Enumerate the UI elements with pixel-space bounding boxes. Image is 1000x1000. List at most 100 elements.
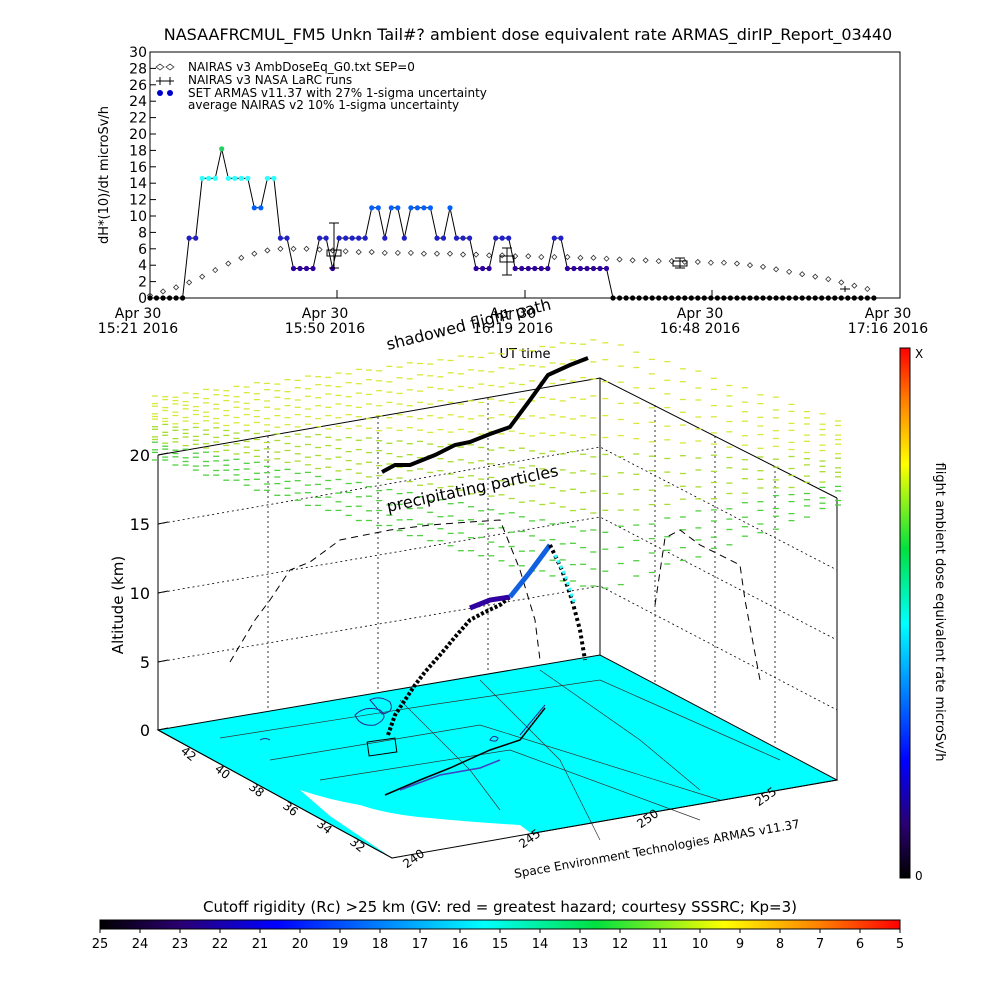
ocean-area	[300, 790, 540, 858]
top-y-tick-label: 0	[138, 291, 147, 307]
armas-point	[245, 175, 251, 181]
altitude-tick	[157, 452, 169, 456]
top-y-tick-label: 4	[138, 258, 147, 274]
nairas-point	[707, 259, 714, 266]
nairas-point	[825, 276, 832, 283]
nairas-point	[538, 253, 545, 261]
nairas-point	[407, 249, 414, 256]
altitude-axis-label: Altitude (km)	[109, 556, 127, 654]
flight-descent	[548, 544, 587, 661]
flight-descent-colored	[553, 554, 577, 606]
armas-point	[812, 295, 818, 301]
nairas-point	[459, 251, 467, 258]
map-surface	[156, 654, 839, 859]
top-x-tick-time: 15:50 2016	[285, 321, 366, 337]
bottom-tick-label: 10	[692, 937, 709, 952]
top-x-tick-time: 16:19 2016	[473, 321, 554, 337]
bottom-color-bar-gradient	[99, 919, 901, 930]
armas-point	[486, 265, 492, 272]
nairas-point	[564, 253, 571, 261]
shadowed-flight-path	[381, 356, 589, 474]
top-x-tick-date: Apr 30	[490, 306, 536, 322]
wall-projections	[229, 519, 761, 681]
armas-point	[160, 295, 166, 301]
top-y-axis-label: dH*(10)/dt microSv/h	[97, 106, 112, 244]
armas-point	[310, 265, 316, 272]
bottom-tick-label: 12	[612, 937, 629, 952]
armas-point	[460, 235, 466, 241]
right-color-bar-top-label: X	[915, 347, 923, 361]
nairas-point	[799, 271, 806, 278]
armas-point	[584, 265, 590, 272]
nairas-point	[173, 284, 180, 291]
armas-point	[349, 235, 355, 241]
bottom-tick-label: 16	[452, 937, 469, 952]
nairas-v2-error-bars	[326, 222, 850, 292]
armas-point	[467, 235, 473, 241]
armas-point	[480, 265, 486, 272]
armas-point	[303, 265, 310, 272]
legend-label-0: NAIRAS v3 AmbDoseEq_G0.txt SEP=0	[188, 60, 415, 74]
armas-point	[193, 235, 199, 241]
armas-point	[695, 295, 701, 301]
bottom-tick-label: 24	[132, 937, 149, 952]
armas-point	[532, 265, 538, 272]
nairas-point	[851, 282, 858, 289]
armas-point	[199, 175, 205, 181]
legend-nairas-v2: average NAIRAS v2 10% 1-sigma uncertaint…	[188, 98, 459, 112]
armas-point	[362, 235, 368, 241]
bottom-tick-label: 9	[736, 937, 744, 952]
legend-label-2: SET ARMAS v11.37 with 27% 1-sigma uncert…	[188, 86, 487, 100]
legend-plus-marker	[156, 77, 174, 85]
bottom-tick-label: 17	[412, 937, 429, 952]
armas-point	[669, 295, 675, 301]
right-color-bar: X 0 flight ambient dose equivalent rate …	[899, 347, 947, 883]
right-color-bar-bottom-label: 0	[915, 869, 923, 883]
left-wall-projection	[229, 519, 541, 663]
top-y-tick-label: 16	[129, 160, 147, 176]
legend-label-3: average NAIRAS v2 10% 1-sigma uncertaint…	[188, 98, 459, 112]
armas-point	[375, 205, 381, 211]
top-y-tick-label: 20	[129, 127, 147, 143]
armas-point	[251, 205, 257, 211]
nairas-point	[773, 266, 780, 273]
armas-point	[721, 295, 727, 301]
armas-point	[734, 295, 740, 301]
legend-dot-marker	[157, 90, 163, 96]
top-x-tick-date: Apr 30	[115, 306, 161, 322]
armas-point	[597, 265, 603, 272]
top-y-tick-label: 2	[138, 275, 147, 291]
armas-point	[180, 295, 186, 301]
top-y-tick-label: 30	[129, 45, 147, 61]
nairas-point	[303, 245, 310, 252]
armas-point	[173, 295, 179, 301]
right-wall-projection	[654, 529, 761, 681]
nairas-point	[225, 260, 232, 267]
state-borders	[219, 669, 781, 841]
armas-point	[630, 295, 636, 301]
ground-track	[384, 707, 546, 796]
box-front-edges	[157, 455, 838, 859]
armas-point	[688, 295, 694, 301]
armas-point	[649, 295, 655, 301]
right-color-bar-gradient	[899, 347, 911, 879]
armas-point	[767, 295, 773, 301]
armas-point	[271, 175, 277, 181]
armas-point	[258, 205, 264, 211]
three-d-scene: 0 5 10 15 20 Altitude (km)	[109, 295, 841, 881]
armas-point	[780, 295, 786, 301]
armas-point	[806, 295, 812, 301]
bottom-tick-label: 22	[212, 937, 229, 952]
armas-point	[212, 175, 218, 181]
bottom-color-bar-title: Cutoff rigidity (Rc) >25 km (GV: red = g…	[203, 898, 797, 916]
armas-point	[447, 205, 453, 211]
top-x-tick-date: Apr 30	[302, 306, 348, 322]
legend-armas: SET ARMAS v11.37 with 27% 1-sigma uncert…	[157, 86, 487, 100]
nairas-point	[642, 257, 649, 264]
armas-point	[708, 295, 714, 301]
armas-point	[440, 235, 447, 241]
armas-point	[356, 235, 362, 241]
armas-point	[395, 205, 401, 211]
precipitating-particles	[152, 339, 841, 589]
